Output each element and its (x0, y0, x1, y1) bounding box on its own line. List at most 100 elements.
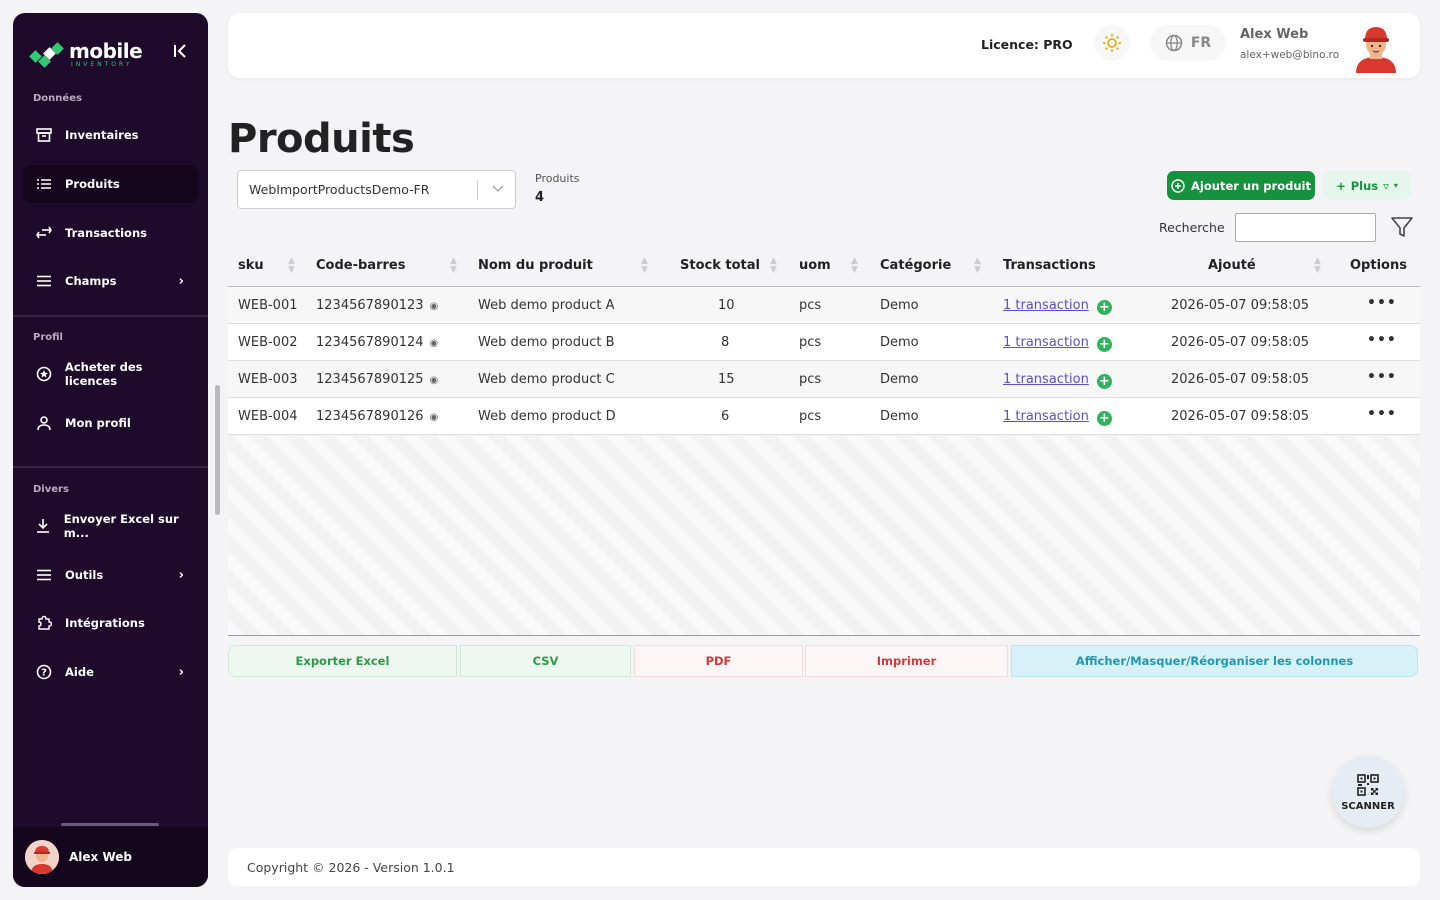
barcode-value: 1234567890124 (316, 335, 424, 350)
licence-label: Licence: PRO (981, 37, 1073, 52)
sidebar-item-transactions[interactable]: Transactions (23, 214, 198, 252)
column-header-category[interactable]: Catégorie (880, 258, 952, 273)
export-excel-button[interactable]: Exporter Excel (228, 645, 457, 677)
product-count-value: 4 (535, 190, 545, 205)
cell-category: Demo (880, 372, 919, 387)
sidebar-item-integrations[interactable]: Intégrations (23, 604, 198, 642)
eye-icon[interactable]: ◉ (429, 301, 439, 312)
sidebar-item-inventaires[interactable]: Inventaires (23, 116, 198, 154)
cell-sku: WEB-003 (238, 372, 298, 387)
caret-down-icon: ▾ (1393, 181, 1398, 190)
add-product-button[interactable]: Ajouter un produit (1167, 171, 1315, 200)
menu-icon (35, 272, 53, 290)
barcode-value: 1234567890126 (316, 409, 424, 424)
add-transaction-icon[interactable]: + (1096, 337, 1112, 352)
transactions-link[interactable]: 1 transaction (1003, 409, 1089, 424)
transactions-link[interactable]: 1 transaction (1003, 298, 1089, 313)
sidebar-scrollbar[interactable] (61, 823, 159, 826)
user-icon (35, 414, 53, 432)
row-options-icon[interactable]: ••• (1367, 295, 1397, 311)
eye-icon[interactable]: ◉ (429, 338, 439, 349)
puzzle-icon (35, 614, 53, 632)
footer: Copyright © 2026 - Version 1.0.1 (228, 848, 1420, 886)
top-header: Licence: PRO FR Alex Web alex+web@bino.r… (228, 13, 1420, 78)
row-options-icon[interactable]: ••• (1367, 369, 1397, 385)
section-label-misc: Divers (33, 484, 69, 495)
sort-icon[interactable]: ▲ ▼ (288, 256, 295, 275)
row-options-icon[interactable]: ••• (1367, 332, 1397, 348)
column-header-barcode[interactable]: Code-barres (316, 258, 406, 273)
column-header-sku[interactable]: sku (238, 258, 264, 273)
language-selector[interactable]: FR (1150, 25, 1226, 61)
products-table: sku ▲ ▼ Code-barres ▲ ▼ Nom du produit ▲ ▼ … (228, 247, 1420, 435)
sidebar-item-send-excel[interactable]: Envoyer Excel sur m... (23, 507, 198, 545)
sort-icon[interactable]: ▲ ▼ (851, 256, 858, 275)
page-scrollbar[interactable] (215, 385, 220, 515)
search-input[interactable] (1235, 213, 1376, 242)
app-logo[interactable]: mobile INVENTORY (29, 41, 143, 68)
section-label-data: Données (33, 93, 82, 104)
cell-sku: WEB-002 (238, 335, 298, 350)
add-transaction-icon[interactable]: + (1096, 300, 1112, 315)
sort-icon[interactable]: ▲ ▼ (1314, 256, 1321, 275)
scanner-button[interactable]: SCANNER (1332, 756, 1404, 828)
eye-icon[interactable]: ◉ (429, 375, 439, 386)
column-header-product-name[interactable]: Nom du produit (478, 258, 593, 273)
inventory-select[interactable]: WebImportProductsDemo-FR (237, 170, 516, 209)
sidebar-item-aide[interactable]: ? Aide › (23, 653, 198, 691)
filter-icon[interactable] (1390, 215, 1414, 239)
transactions-link[interactable]: 1 transaction (1003, 372, 1089, 387)
cell-added: 2026-05-07 09:58:05 (1171, 335, 1310, 350)
sidebar-item-buy-licences[interactable]: Acheter des licences (23, 355, 198, 393)
sidebar-item-outils[interactable]: Outils › (23, 556, 198, 594)
cell-uom: pcs (799, 298, 822, 313)
sort-icon[interactable]: ▲ ▼ (974, 256, 981, 275)
sidebar-divider (13, 466, 208, 468)
table-row[interactable]: WEB-001 1234567890123 ◉ Web demo product … (228, 287, 1420, 324)
cell-stock: 15 (718, 372, 735, 387)
list-icon (35, 175, 53, 193)
column-header-uom[interactable]: uom (799, 258, 831, 273)
column-header-options: Options (1350, 258, 1407, 273)
collapse-sidebar-button[interactable] (169, 43, 191, 65)
column-header-added[interactable]: Ajouté (1208, 258, 1256, 273)
collapse-left-icon (174, 44, 186, 58)
add-transaction-icon[interactable]: + (1096, 374, 1112, 389)
export-csv-button[interactable]: CSV (460, 645, 631, 677)
table-row[interactable]: WEB-002 1234567890124 ◉ Web demo product … (228, 324, 1420, 361)
sort-icon[interactable]: ▲ ▼ (641, 256, 648, 275)
more-actions-button[interactable]: + Plus ▿ ▾ (1323, 171, 1411, 200)
column-visibility-button[interactable]: Afficher/Masquer/Réorganiser les colonne… (1011, 645, 1418, 677)
cell-barcode: 1234567890123 ◉ (316, 298, 438, 313)
theme-toggle-button[interactable] (1094, 25, 1130, 61)
print-button[interactable]: Imprimer (805, 645, 1008, 677)
add-transaction-icon[interactable]: + (1096, 411, 1112, 426)
transactions-link[interactable]: 1 transaction (1003, 335, 1089, 350)
help-icon: ? (35, 663, 53, 681)
table-row[interactable]: WEB-003 1234567890125 ◉ Web demo product … (228, 361, 1420, 398)
sidebar-item-mon-profil[interactable]: Mon profil (23, 404, 198, 442)
barcode-value: 1234567890123 (316, 298, 424, 313)
eye-icon[interactable]: ◉ (429, 412, 439, 423)
sidebar-item-champs[interactable]: Champs › (23, 262, 198, 300)
transfer-icon (35, 224, 53, 242)
plus-circle-icon (1171, 178, 1185, 193)
search-label: Recherche (1159, 220, 1225, 235)
menu-icon (35, 566, 53, 584)
export-pdf-button[interactable]: PDF (634, 645, 803, 677)
sort-icon[interactable]: ▲ ▼ (450, 256, 457, 275)
download-icon (35, 517, 52, 535)
table-row[interactable]: WEB-004 1234567890126 ◉ Web demo product … (228, 398, 1420, 435)
cell-transactions: 1 transaction + (1003, 409, 1112, 426)
column-header-total-stock[interactable]: Stock total (680, 258, 760, 273)
cell-product-name: Web demo product A (478, 298, 615, 313)
language-code: FR (1190, 35, 1212, 51)
cell-transactions: 1 transaction + (1003, 372, 1112, 389)
sidebar-item-produits[interactable]: Produits (23, 165, 198, 203)
sidebar-user[interactable]: Alex Web (13, 827, 208, 887)
row-options-icon[interactable]: ••• (1367, 406, 1397, 422)
chevron-right-icon: › (178, 664, 184, 680)
cell-added: 2026-05-07 09:58:05 (1171, 298, 1310, 313)
sort-icon[interactable]: ▲ ▼ (770, 256, 777, 275)
avatar[interactable] (1352, 21, 1400, 73)
